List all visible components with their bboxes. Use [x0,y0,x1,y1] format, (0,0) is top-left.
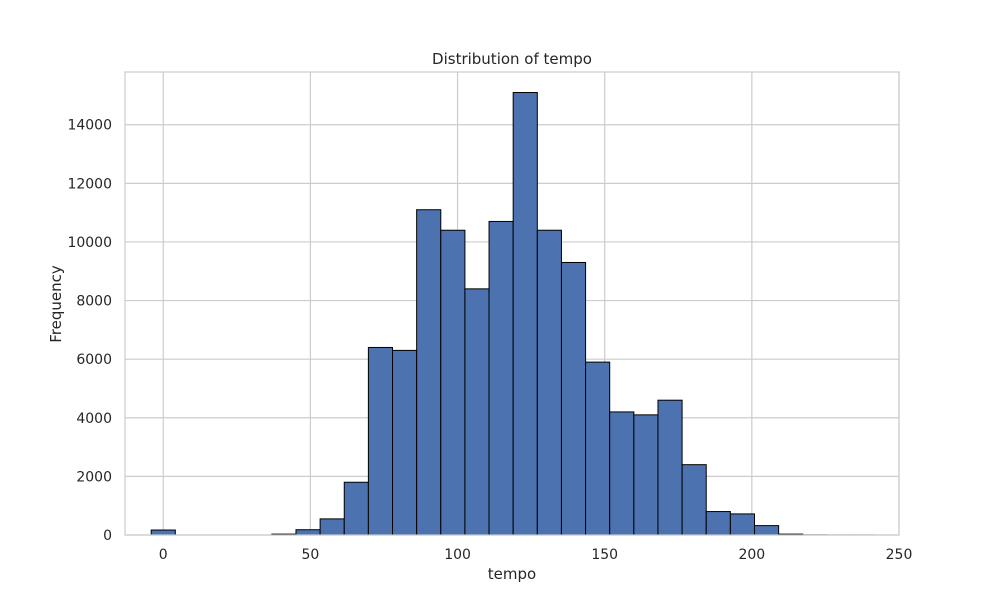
y-tick-labels: 0 2000 4000 6000 8000 10000 12000 14000 [67,118,112,544]
histogram-bar [560,261,587,536]
y-axis-label: Frequency [47,265,65,343]
y-tick-label: 14000 [67,118,112,134]
y-tick-label: 12000 [67,176,112,192]
histogram-bar [440,229,466,536]
y-tick-label: 0 [103,528,112,544]
histogram-bar [536,229,562,536]
y-tick-label: 2000 [76,469,112,485]
x-tick-label: 50 [301,547,319,563]
histogram-bar [585,361,611,536]
histogram-bar [609,411,635,536]
x-tick-label: 100 [444,547,471,563]
histogram-bar [681,464,707,536]
y-tick-label: 8000 [76,294,112,310]
x-tick-label: 150 [591,547,618,563]
histogram-bar [488,220,514,536]
y-tick-label: 6000 [76,352,112,368]
x-tick-label: 250 [886,547,913,563]
histogram-bar [367,346,394,536]
plot-frame [124,71,900,536]
histogram-bar [416,209,442,536]
histogram-bar [464,288,490,536]
chart-title: Distribution of tempo [432,50,592,68]
y-tick-label: 4000 [76,411,112,427]
y-tick-label: 10000 [67,235,112,251]
x-axis-label: tempo [488,565,536,583]
histogram-bars [150,92,876,536]
histogram-bar [633,414,659,536]
histogram-bar [512,92,538,536]
histogram-bar [295,529,321,536]
histogram-bar [729,513,756,536]
histogram-bar [705,511,731,536]
histogram-bar [754,525,780,536]
histogram-bar [319,518,345,536]
histogram-bar [657,399,683,536]
histogram-bar [150,529,176,536]
x-tick-labels: 0 50 100 150 200 250 [159,547,913,563]
x-tick-label: 200 [738,547,765,563]
x-tick-label: 0 [159,547,168,563]
histogram-bar [343,481,369,536]
histogram-bar [392,349,418,536]
